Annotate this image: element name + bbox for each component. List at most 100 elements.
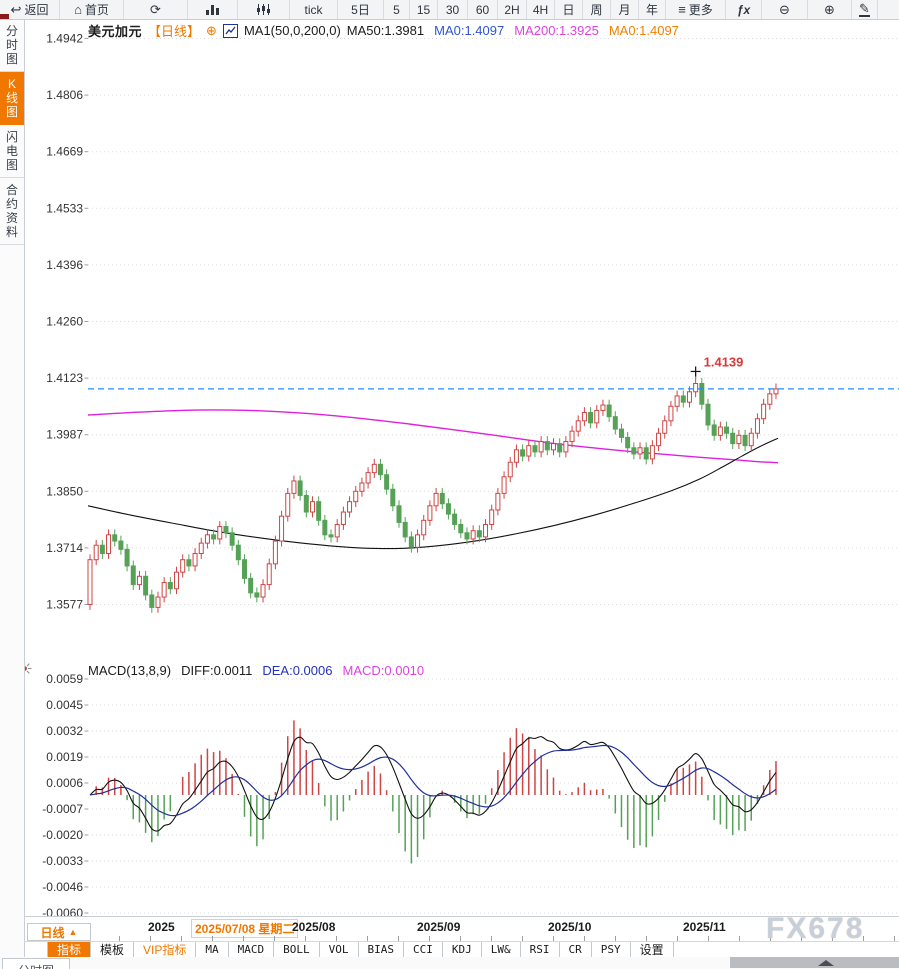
indicator-tab-BIAS[interactable]: BIAS: [359, 942, 404, 957]
ma-value: MA50:1.3981: [346, 23, 425, 38]
chevron-up-icon: ▲: [68, 927, 78, 937]
period-year-button[interactable]: 年: [639, 0, 666, 19]
fx-icon: ƒx: [736, 2, 751, 17]
back-icon: ↩: [10, 2, 22, 17]
indicator-tab-MACD[interactable]: MACD: [229, 942, 275, 957]
chart-type-candle-button[interactable]: [238, 0, 290, 19]
indicator-tab-指标[interactable]: 指标: [47, 942, 92, 957]
period-month-button[interactable]: 月: [611, 0, 639, 19]
period-2h-button[interactable]: 2H: [498, 0, 527, 19]
draw-button[interactable]: ✎: [852, 0, 878, 19]
macd-diff-line: [89, 736, 777, 832]
fx-button[interactable]: ƒx: [726, 0, 762, 19]
indicator-tab-MA[interactable]: MA: [196, 942, 229, 957]
indicator-tab-CCI[interactable]: CCI: [404, 942, 443, 957]
chart-type-bar-button[interactable]: [188, 0, 238, 19]
home-button[interactable]: ⌂ 首页: [60, 0, 124, 19]
macd-histogram: [95, 720, 777, 864]
period-dropdown[interactable]: 日线 ▲: [27, 923, 91, 941]
svg-text:0.0006: 0.0006: [46, 776, 83, 790]
toolbar-label: 5: [393, 2, 400, 17]
corner-marker: [0, 14, 9, 19]
toolbar-label: 返回: [24, 3, 49, 17]
indicator-tab-CR[interactable]: CR: [560, 942, 592, 957]
back-button[interactable]: ↩ 返回: [0, 0, 60, 19]
toolbar-label: 更多: [688, 3, 713, 17]
indicator-tab-LW&[interactable]: LW&: [482, 942, 521, 957]
candlestick-icon: [257, 4, 270, 15]
add-compare-icon[interactable]: ⊕: [206, 23, 217, 38]
indicator-tab-VOL[interactable]: VOL: [320, 942, 359, 957]
period-5-button[interactable]: 5: [384, 0, 410, 19]
sidebar-tab-合约资料[interactable]: 合约资料: [0, 178, 24, 245]
svg-text:-0.0060: -0.0060: [42, 906, 83, 916]
svg-text:-0.0020: -0.0020: [42, 828, 83, 842]
period-4h-button[interactable]: 4H: [527, 0, 555, 19]
zoom-in-button[interactable]: ⊕: [808, 0, 852, 19]
period-day-button[interactable]: 日: [555, 0, 583, 19]
sidebar-tab-分时图[interactable]: 分时图: [0, 19, 24, 72]
bar-chart-icon: [206, 4, 219, 15]
macd-value: DIFF:0.0011: [181, 663, 253, 678]
toolbar-label: 年: [645, 3, 658, 17]
period-dropdown-label: 日线: [40, 925, 65, 940]
indicator-tab-VIP指标[interactable]: VIP指标: [134, 942, 197, 957]
indicator-tab-PSY[interactable]: PSY: [592, 942, 631, 957]
indicator-tab-KDJ[interactable]: KDJ: [443, 942, 482, 957]
sidebar-tab-label: 合约资料: [5, 183, 18, 239]
refresh-icon: ⟳: [150, 2, 161, 17]
more-button[interactable]: ≡ 更多: [666, 0, 726, 19]
svg-text:1.4260: 1.4260: [46, 315, 83, 329]
partial-tab[interactable]: 分时图: [2, 958, 70, 969]
toolbar-label: 首页: [84, 3, 109, 17]
ma-settings-icon[interactable]: [222, 23, 238, 38]
horizontal-scrollbar[interactable]: [730, 957, 899, 968]
period-30-button[interactable]: 30: [438, 0, 468, 19]
period-15-button[interactable]: 15: [410, 0, 438, 19]
ma-value: MA0:1.4097: [608, 23, 679, 38]
svg-text:-0.0046: -0.0046: [42, 880, 83, 894]
period-tick-button[interactable]: tick: [290, 0, 338, 19]
svg-text:-0.0007: -0.0007: [42, 802, 83, 816]
indicator-toolbar: 指标 模板 VIP指标 MA MACD BOLL VOL BIAS CCI KDJ LW& RSI CR…: [0, 941, 899, 957]
toolbar-label: 5日: [351, 3, 370, 17]
zoom-in-icon: ⊕: [824, 2, 835, 17]
price-macd-chart[interactable]: 1.4942 1.4806 1.4669 1.4533 1.4396 1.4260 1.41…: [0, 0, 899, 916]
top-toolbar: ↩ 返回 ⌂ 首页 ⟳ tick 5日 5 15 30 60 2H 4H 日周月年 ≡ 更多 ƒx ⊖ ⊕ ✎: [0, 0, 899, 20]
xaxis-month-label: 2025/08: [292, 920, 336, 934]
xaxis-month-label: 2025/09: [417, 920, 461, 934]
svg-text:0.0032: 0.0032: [46, 724, 83, 738]
xaxis-selected-date: 2025/07/08 星期二: [191, 919, 299, 938]
left-sidebar: 分时图 K线图 闪电图合约资料: [0, 19, 25, 957]
period-5d-button[interactable]: 5日: [338, 0, 384, 19]
svg-text:1.4806: 1.4806: [46, 88, 83, 102]
xaxis-month-label: 2025/10: [548, 920, 592, 934]
period-week-button[interactable]: 周: [583, 0, 611, 19]
scroll-up-arrow[interactable]: [818, 960, 834, 966]
svg-text:0.0045: 0.0045: [46, 698, 83, 712]
indicator-tab-设置[interactable]: 设置: [631, 942, 674, 957]
svg-text:1.4669: 1.4669: [46, 145, 83, 159]
chart-header: 美元加元 【日线】 ⊕ MA1(50,0,200,0) MA50:1.3981 M…: [88, 21, 679, 40]
indicator-tab-RSI[interactable]: RSI: [521, 942, 560, 957]
ma-settings-label: MA1(50,0,200,0): [243, 23, 341, 38]
gridlines: [84, 38, 899, 914]
macd-title: MACD(13,8,9): [88, 663, 172, 678]
sidebar-tab-K线图[interactable]: K线图: [0, 72, 24, 125]
ma-value: MA0:1.4097: [434, 23, 505, 38]
sidebar-tab-闪电图[interactable]: 闪电图: [0, 125, 24, 178]
indicator-tab-BOLL[interactable]: BOLL: [274, 942, 320, 957]
candlestick-series: [87, 371, 779, 613]
axis-labels: 1.4942 1.4806 1.4669 1.4533 1.4396 1.4260 1.41…: [42, 32, 83, 917]
macd-dea-line: [89, 744, 777, 817]
period-tag: 【日线】: [148, 24, 201, 39]
macd-header: MACD(13,8,9) DIFF:0.0011 DEA:0.0006 MACD:0…: [88, 663, 424, 678]
toolbar-label: 周: [590, 3, 603, 17]
period-60-button[interactable]: 60: [468, 0, 498, 19]
refresh-button[interactable]: ⟳: [124, 0, 188, 19]
indicator-tab-模板[interactable]: 模板: [91, 942, 135, 957]
draw-pencil-icon: ✎: [859, 1, 870, 17]
zoom-out-button[interactable]: ⊖: [762, 0, 808, 19]
toolbar-label: 2H: [504, 2, 520, 17]
